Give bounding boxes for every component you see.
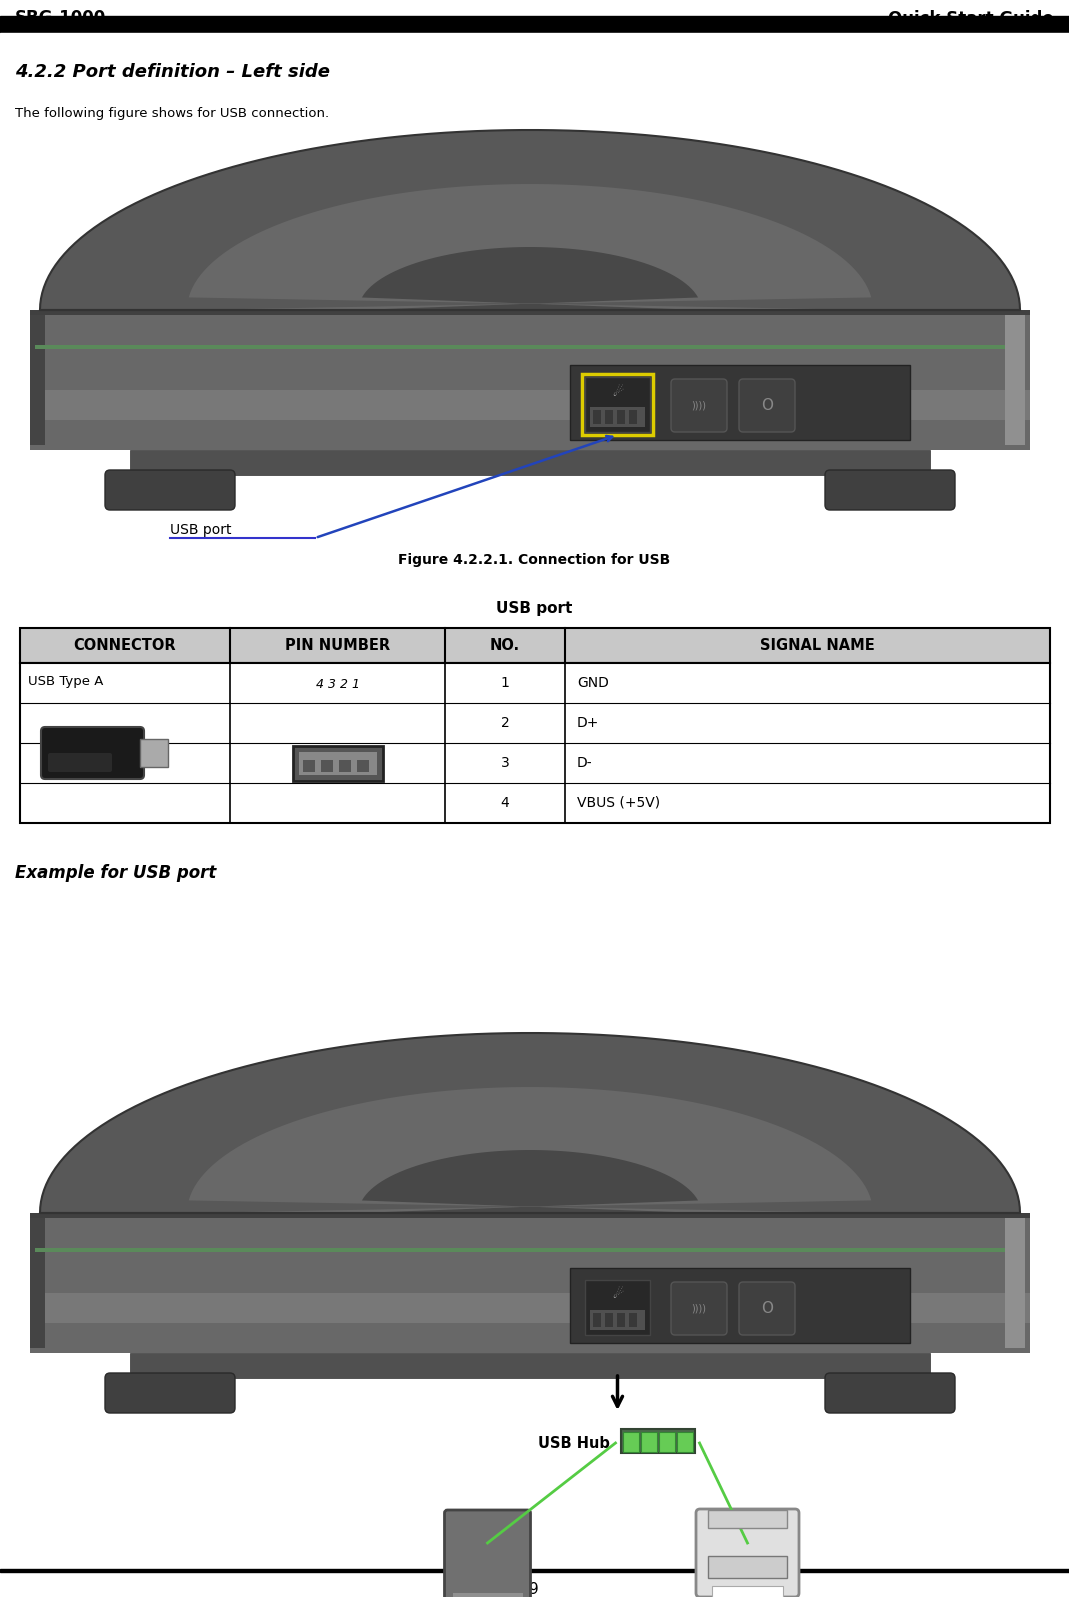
Bar	[20, 663, 1050, 822]
Text: D-: D-	[577, 755, 592, 770]
Text: GND: GND	[577, 676, 609, 690]
Bar	[0, 16, 1069, 34]
Text: 9: 9	[529, 1583, 539, 1597]
Bar	[1005, 1219, 1025, 1348]
Bar	[339, 760, 351, 771]
Text: )))): ))))	[692, 1303, 707, 1313]
Bar	[30, 390, 1031, 420]
Bar	[712, 1586, 783, 1597]
Polygon shape	[40, 129, 1020, 310]
Bar	[620, 1429, 695, 1453]
Text: CONNECTOR: CONNECTOR	[74, 637, 176, 653]
Text: The following figure shows for USB connection.: The following figure shows for USB conne…	[15, 107, 329, 120]
Bar	[30, 1214, 1031, 1219]
Bar	[605, 1313, 613, 1327]
Text: 1: 1	[500, 676, 510, 690]
Bar	[605, 410, 613, 423]
Bar	[708, 1511, 787, 1528]
Bar	[593, 1313, 601, 1327]
Bar	[617, 1313, 625, 1327]
Bar	[298, 752, 376, 775]
Bar	[452, 1592, 523, 1597]
Bar	[30, 1294, 1031, 1322]
Text: Quick Start Guide: Quick Start Guide	[888, 10, 1054, 27]
Bar	[303, 760, 314, 771]
Text: 4: 4	[500, 795, 509, 810]
Text: NO.: NO.	[490, 637, 520, 653]
Text: 2: 2	[500, 715, 509, 730]
FancyBboxPatch shape	[445, 1511, 530, 1597]
Bar	[130, 1353, 930, 1378]
Text: Figure 4.2.2.1. Connection for USB: Figure 4.2.2.1. Connection for USB	[398, 553, 670, 567]
Bar	[30, 310, 1031, 450]
Polygon shape	[358, 1150, 701, 1214]
Bar	[622, 1433, 638, 1452]
Text: 4.2.2 Port definition – Left side: 4.2.2 Port definition – Left side	[15, 62, 330, 81]
FancyBboxPatch shape	[825, 1373, 955, 1413]
Polygon shape	[358, 248, 701, 310]
Bar	[677, 1433, 693, 1452]
Text: USB port: USB port	[170, 522, 232, 537]
FancyBboxPatch shape	[739, 1282, 795, 1335]
Bar	[30, 315, 45, 446]
FancyBboxPatch shape	[671, 378, 727, 433]
Bar	[20, 628, 1050, 663]
Text: O: O	[761, 1302, 773, 1316]
Polygon shape	[40, 1033, 1020, 1214]
Polygon shape	[187, 1088, 873, 1214]
Bar	[35, 345, 1005, 350]
Bar	[640, 1433, 656, 1452]
FancyBboxPatch shape	[48, 754, 112, 771]
Bar	[1005, 315, 1025, 446]
Bar	[140, 739, 168, 767]
FancyBboxPatch shape	[671, 1282, 727, 1335]
Text: VBUS (+5V): VBUS (+5V)	[577, 795, 661, 810]
Text: Example for USB port: Example for USB port	[15, 864, 216, 882]
Bar	[659, 1433, 675, 1452]
Text: SBG-1000: SBG-1000	[15, 10, 106, 27]
Bar	[617, 410, 625, 423]
Bar	[30, 1214, 1031, 1353]
FancyBboxPatch shape	[41, 727, 144, 779]
Bar	[321, 760, 332, 771]
Bar	[585, 377, 650, 433]
Text: ☄: ☄	[611, 1289, 623, 1302]
FancyBboxPatch shape	[739, 378, 795, 433]
Bar	[293, 746, 383, 781]
Bar	[629, 1313, 637, 1327]
Bar	[582, 374, 653, 434]
Bar	[590, 407, 645, 426]
Text: ☄: ☄	[611, 385, 623, 399]
FancyBboxPatch shape	[105, 470, 235, 509]
Bar	[0, 34, 1069, 37]
FancyBboxPatch shape	[825, 470, 955, 509]
Text: USB Type A: USB Type A	[28, 674, 104, 687]
Bar	[590, 1310, 645, 1330]
Bar	[30, 310, 1031, 315]
Polygon shape	[187, 184, 873, 310]
Bar	[130, 450, 930, 474]
Bar	[570, 1268, 910, 1343]
Bar	[35, 1247, 1005, 1252]
Text: 4 3 2 1: 4 3 2 1	[315, 679, 359, 692]
Text: O: O	[761, 398, 773, 414]
FancyBboxPatch shape	[696, 1509, 799, 1597]
Bar	[570, 366, 910, 441]
Bar	[30, 1219, 45, 1348]
Text: 3: 3	[500, 755, 509, 770]
Bar	[629, 410, 637, 423]
Bar	[708, 1555, 787, 1578]
FancyBboxPatch shape	[105, 1373, 235, 1413]
Bar	[0, 1568, 1069, 1571]
Text: SIGNAL NAME: SIGNAL NAME	[760, 637, 874, 653]
Text: PIN NUMBER: PIN NUMBER	[285, 637, 390, 653]
Text: USB port: USB port	[496, 600, 572, 615]
Text: D+: D+	[577, 715, 600, 730]
Bar	[585, 1281, 650, 1335]
Bar	[356, 760, 369, 771]
Text: USB Hub: USB Hub	[538, 1436, 609, 1450]
Bar	[593, 410, 601, 423]
Text: )))): ))))	[692, 401, 707, 410]
